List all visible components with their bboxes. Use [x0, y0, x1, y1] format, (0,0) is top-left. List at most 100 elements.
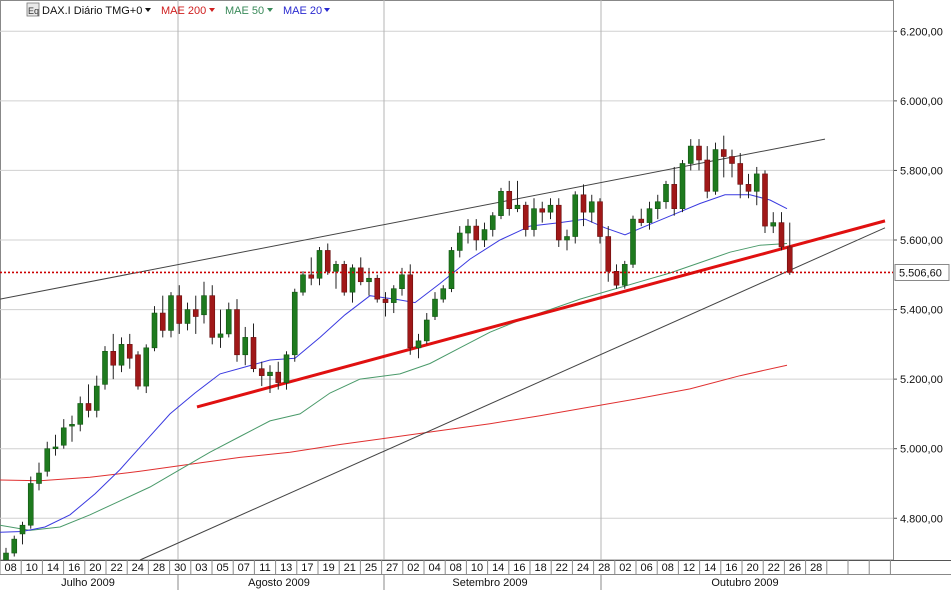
candle-body [390, 288, 397, 303]
candle-body [44, 448, 51, 472]
candle-body [473, 225, 480, 241]
candle-body [704, 159, 711, 192]
y-tick-label: 4.800,00 [900, 513, 943, 525]
ma20-label[interactable]: MAE 20 [283, 5, 322, 17]
chart-header: Eq DAX.I Diário TMG+0 MAE 200 MAE 50 MAE… [26, 2, 330, 17]
x-day-label: 03 [195, 562, 207, 574]
candle-body [778, 222, 785, 248]
candle-body [522, 204, 529, 230]
candles [3, 135, 793, 567]
x-day-label: 10 [26, 562, 38, 574]
candle-body [36, 472, 42, 484]
candle-body [415, 340, 422, 349]
candle-body [630, 218, 636, 265]
x-day-label: 16 [725, 562, 737, 574]
candle-body [267, 371, 273, 376]
candle-body [366, 277, 372, 283]
x-day-label: 19 [322, 562, 334, 574]
x-day-label: 14 [704, 562, 716, 574]
candle-body [201, 295, 207, 316]
candle-body [151, 312, 158, 349]
candle-body [308, 274, 315, 279]
last-price-box [894, 263, 950, 281]
candle-body [531, 208, 537, 230]
ma200-line [0, 364, 788, 482]
candle-body [720, 149, 727, 157]
candle-body [762, 173, 768, 227]
symbol-label[interactable]: DAX.I Diário TMG+0 [42, 5, 142, 17]
y-tick-label: 5.000,00 [900, 444, 943, 456]
x-month-label: Outubro 2009 [711, 577, 778, 589]
x-day-label: 22 [110, 562, 122, 574]
x-day-label: 08 [4, 562, 16, 574]
x-day-label: 14 [492, 562, 504, 574]
x-day-label: 02 [619, 562, 631, 574]
candle-body [184, 309, 191, 324]
candle-body [102, 351, 108, 385]
candle-body [168, 295, 174, 331]
x-day-label: 16 [68, 562, 80, 574]
candle-body [654, 201, 661, 209]
candle-body [547, 204, 554, 213]
x-day-label: 02 [407, 562, 419, 574]
candle-body [283, 354, 290, 383]
candle-body [456, 232, 463, 251]
symbol-dropdown-icon[interactable] [145, 8, 151, 12]
candle-body [135, 354, 141, 387]
ma20-dropdown-icon[interactable] [324, 8, 330, 12]
candle-body [192, 309, 199, 317]
x-day-label: 25 [365, 562, 377, 574]
candle-body [242, 337, 249, 356]
candle-body [729, 156, 735, 164]
candle-body [159, 312, 166, 331]
x-day-label: 21 [344, 562, 356, 574]
ma50-dropdown-icon[interactable] [267, 8, 273, 12]
candle-body [514, 204, 521, 209]
x-day-label: 08 [662, 562, 674, 574]
candle-body [27, 483, 34, 526]
candle-body [745, 184, 752, 192]
candle-body [712, 149, 719, 192]
candle-body [85, 403, 92, 411]
x-day-label: 24 [577, 562, 589, 574]
candle-body [11, 538, 18, 554]
candle-body [696, 145, 702, 161]
candle-body [564, 236, 570, 241]
candle-body [69, 424, 75, 427]
candle-body [291, 291, 298, 356]
trendline-3 [196, 219, 886, 409]
ma50-line [0, 243, 788, 531]
candle-body [19, 524, 26, 535]
candle-body [225, 309, 232, 335]
candle-body [646, 208, 653, 223]
candle-body [465, 225, 471, 234]
candle-body [60, 427, 67, 446]
ma200-label[interactable]: MAE 200 [161, 5, 206, 17]
x-day-label: 28 [598, 562, 610, 574]
y-tick-label: 5.400,00 [900, 305, 943, 317]
ma50-label[interactable]: MAE 50 [225, 5, 264, 17]
candle-body [572, 194, 579, 237]
candle-body [432, 298, 438, 317]
candle-body [679, 163, 686, 209]
candle-body [209, 295, 216, 338]
candle-body [357, 267, 364, 283]
ma200-dropdown-icon[interactable] [209, 8, 215, 12]
candle-body [382, 298, 389, 303]
x-day-label: 28 [810, 562, 822, 574]
candle-body [638, 218, 645, 223]
candle-body [176, 295, 183, 324]
candle-body [506, 191, 513, 209]
x-day-label: 30 [174, 562, 186, 574]
candle-body [498, 191, 504, 216]
x-month-label: Setembro 2009 [452, 577, 527, 589]
chart-menu-icon[interactable] [26, 2, 40, 17]
candle-body [349, 267, 356, 293]
candle-body [737, 163, 744, 185]
candle-body [3, 552, 9, 561]
candle-body [687, 145, 694, 164]
candle-body [539, 208, 546, 213]
candle-body [440, 288, 447, 300]
